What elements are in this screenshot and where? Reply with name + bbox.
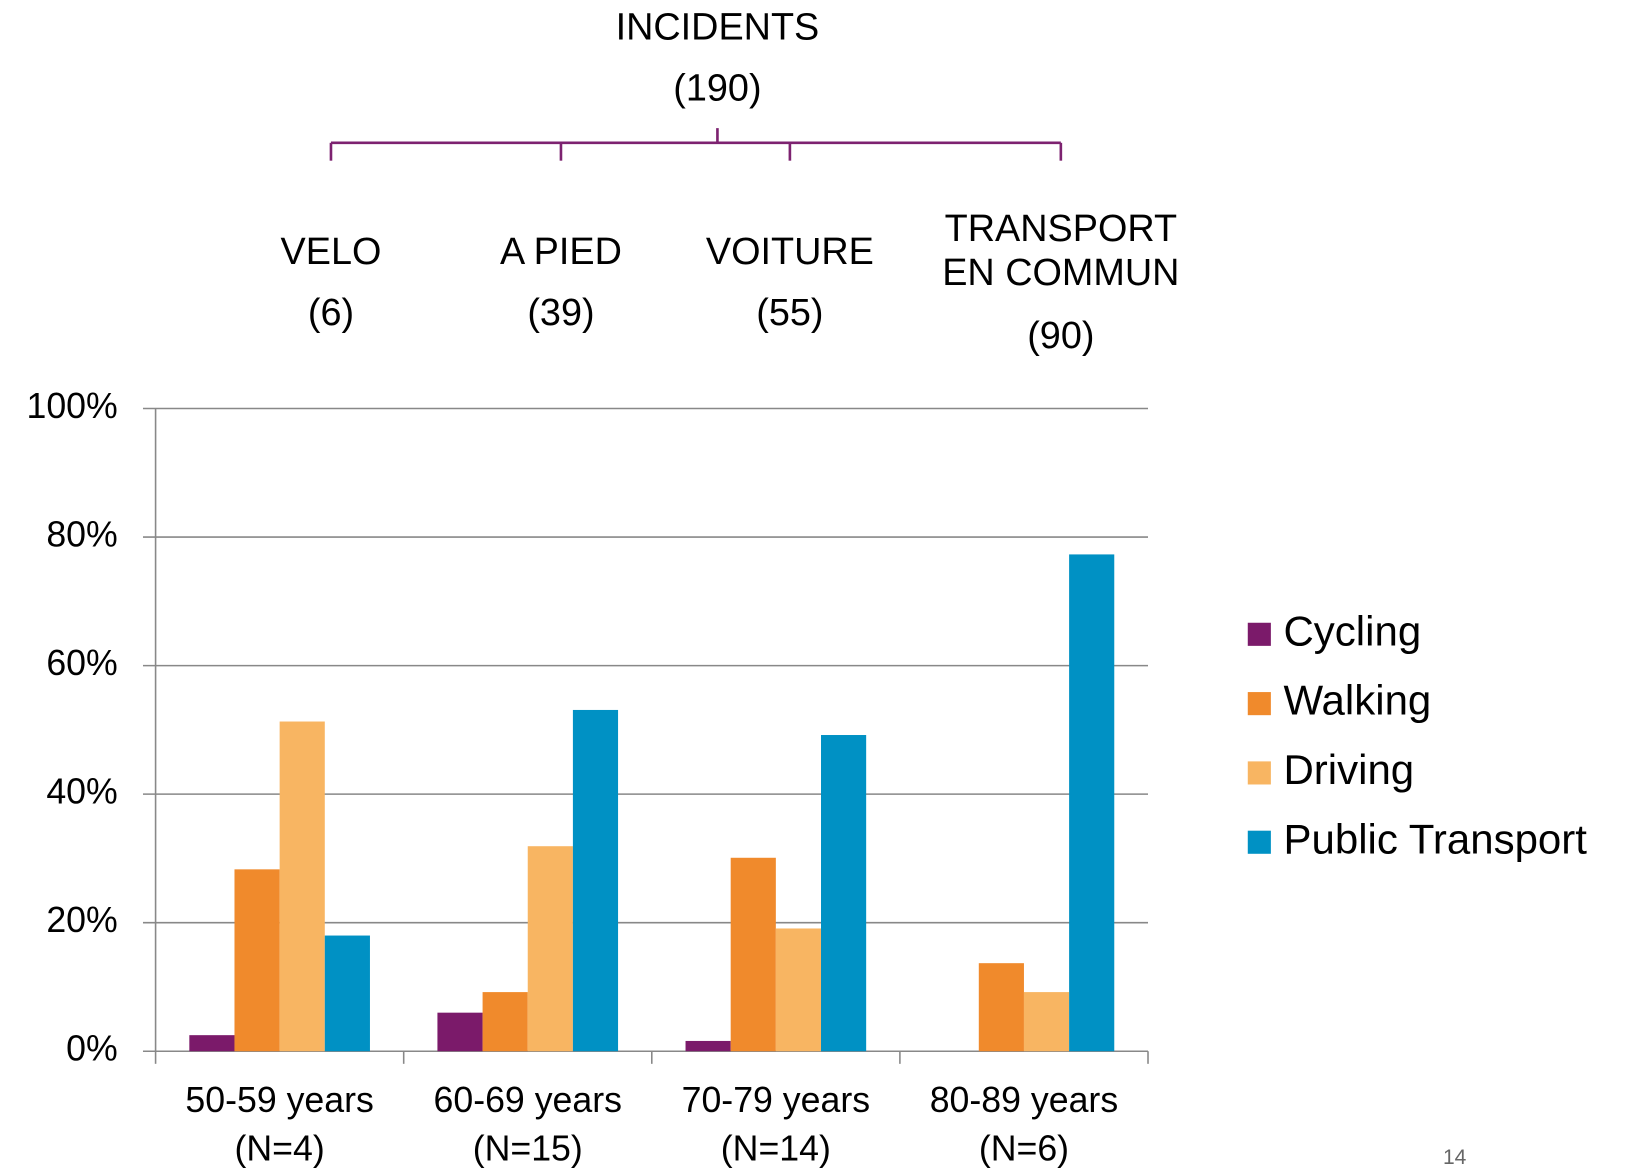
legend-swatch xyxy=(1247,761,1271,785)
bar xyxy=(730,857,776,1052)
page-number: 14 xyxy=(1443,1146,1467,1169)
bar xyxy=(437,1012,483,1052)
bar xyxy=(821,735,867,1052)
x-tick-label: 80-89 years xyxy=(930,1080,1118,1120)
y-tick-label: 80% xyxy=(46,514,117,554)
y-tick-label: 20% xyxy=(46,900,117,940)
legend-label: Cycling xyxy=(1283,607,1421,654)
bar xyxy=(234,869,280,1052)
y-tick-label: 0% xyxy=(66,1029,118,1069)
branch-count: (55) xyxy=(756,292,823,334)
x-tick-label: (N=4) xyxy=(235,1128,325,1168)
x-tick-label: (N=14) xyxy=(721,1128,831,1168)
x-tick-label: (N=15) xyxy=(473,1128,583,1168)
bar xyxy=(572,709,619,1052)
tree-title: INCIDENTS xyxy=(616,6,820,48)
bar xyxy=(1069,554,1115,1052)
bar xyxy=(279,721,325,1052)
x-tick-label: 60-69 years xyxy=(434,1080,622,1120)
x-tick-label: 70-79 years xyxy=(682,1080,870,1120)
y-tick-label: 100% xyxy=(26,386,117,426)
branch-label: VELO xyxy=(281,231,382,273)
tree-lines xyxy=(329,128,1063,161)
bar xyxy=(482,992,528,1052)
y-tick-label: 40% xyxy=(46,772,117,812)
legend-label: Public Transport xyxy=(1283,815,1587,862)
branch-count: (39) xyxy=(527,292,594,334)
legend-swatch xyxy=(1247,622,1271,646)
branch-label: VOITURE xyxy=(706,231,874,273)
x-tick-label: (N=6) xyxy=(979,1128,1069,1168)
bar xyxy=(685,1040,731,1052)
bar xyxy=(324,935,370,1052)
legend-label: Walking xyxy=(1283,677,1431,724)
bar xyxy=(978,963,1024,1052)
legend-swatch xyxy=(1247,830,1271,854)
legend-label: Driving xyxy=(1283,746,1414,793)
branch-count: (6) xyxy=(308,292,354,334)
branch-count: (90) xyxy=(1027,315,1094,357)
tree-total: (190) xyxy=(673,67,761,109)
branch-label: A PIED xyxy=(500,231,622,273)
bar xyxy=(527,846,573,1052)
y-tick-label: 60% xyxy=(46,643,117,683)
bar xyxy=(775,928,822,1052)
branch-label: EN COMMUN xyxy=(942,252,1179,294)
branch-label: TRANSPORT xyxy=(945,208,1177,250)
x-tick-label: 50-59 years xyxy=(185,1080,373,1120)
legend-swatch xyxy=(1247,692,1271,716)
bar xyxy=(1023,992,1070,1052)
bar xyxy=(189,1035,235,1052)
